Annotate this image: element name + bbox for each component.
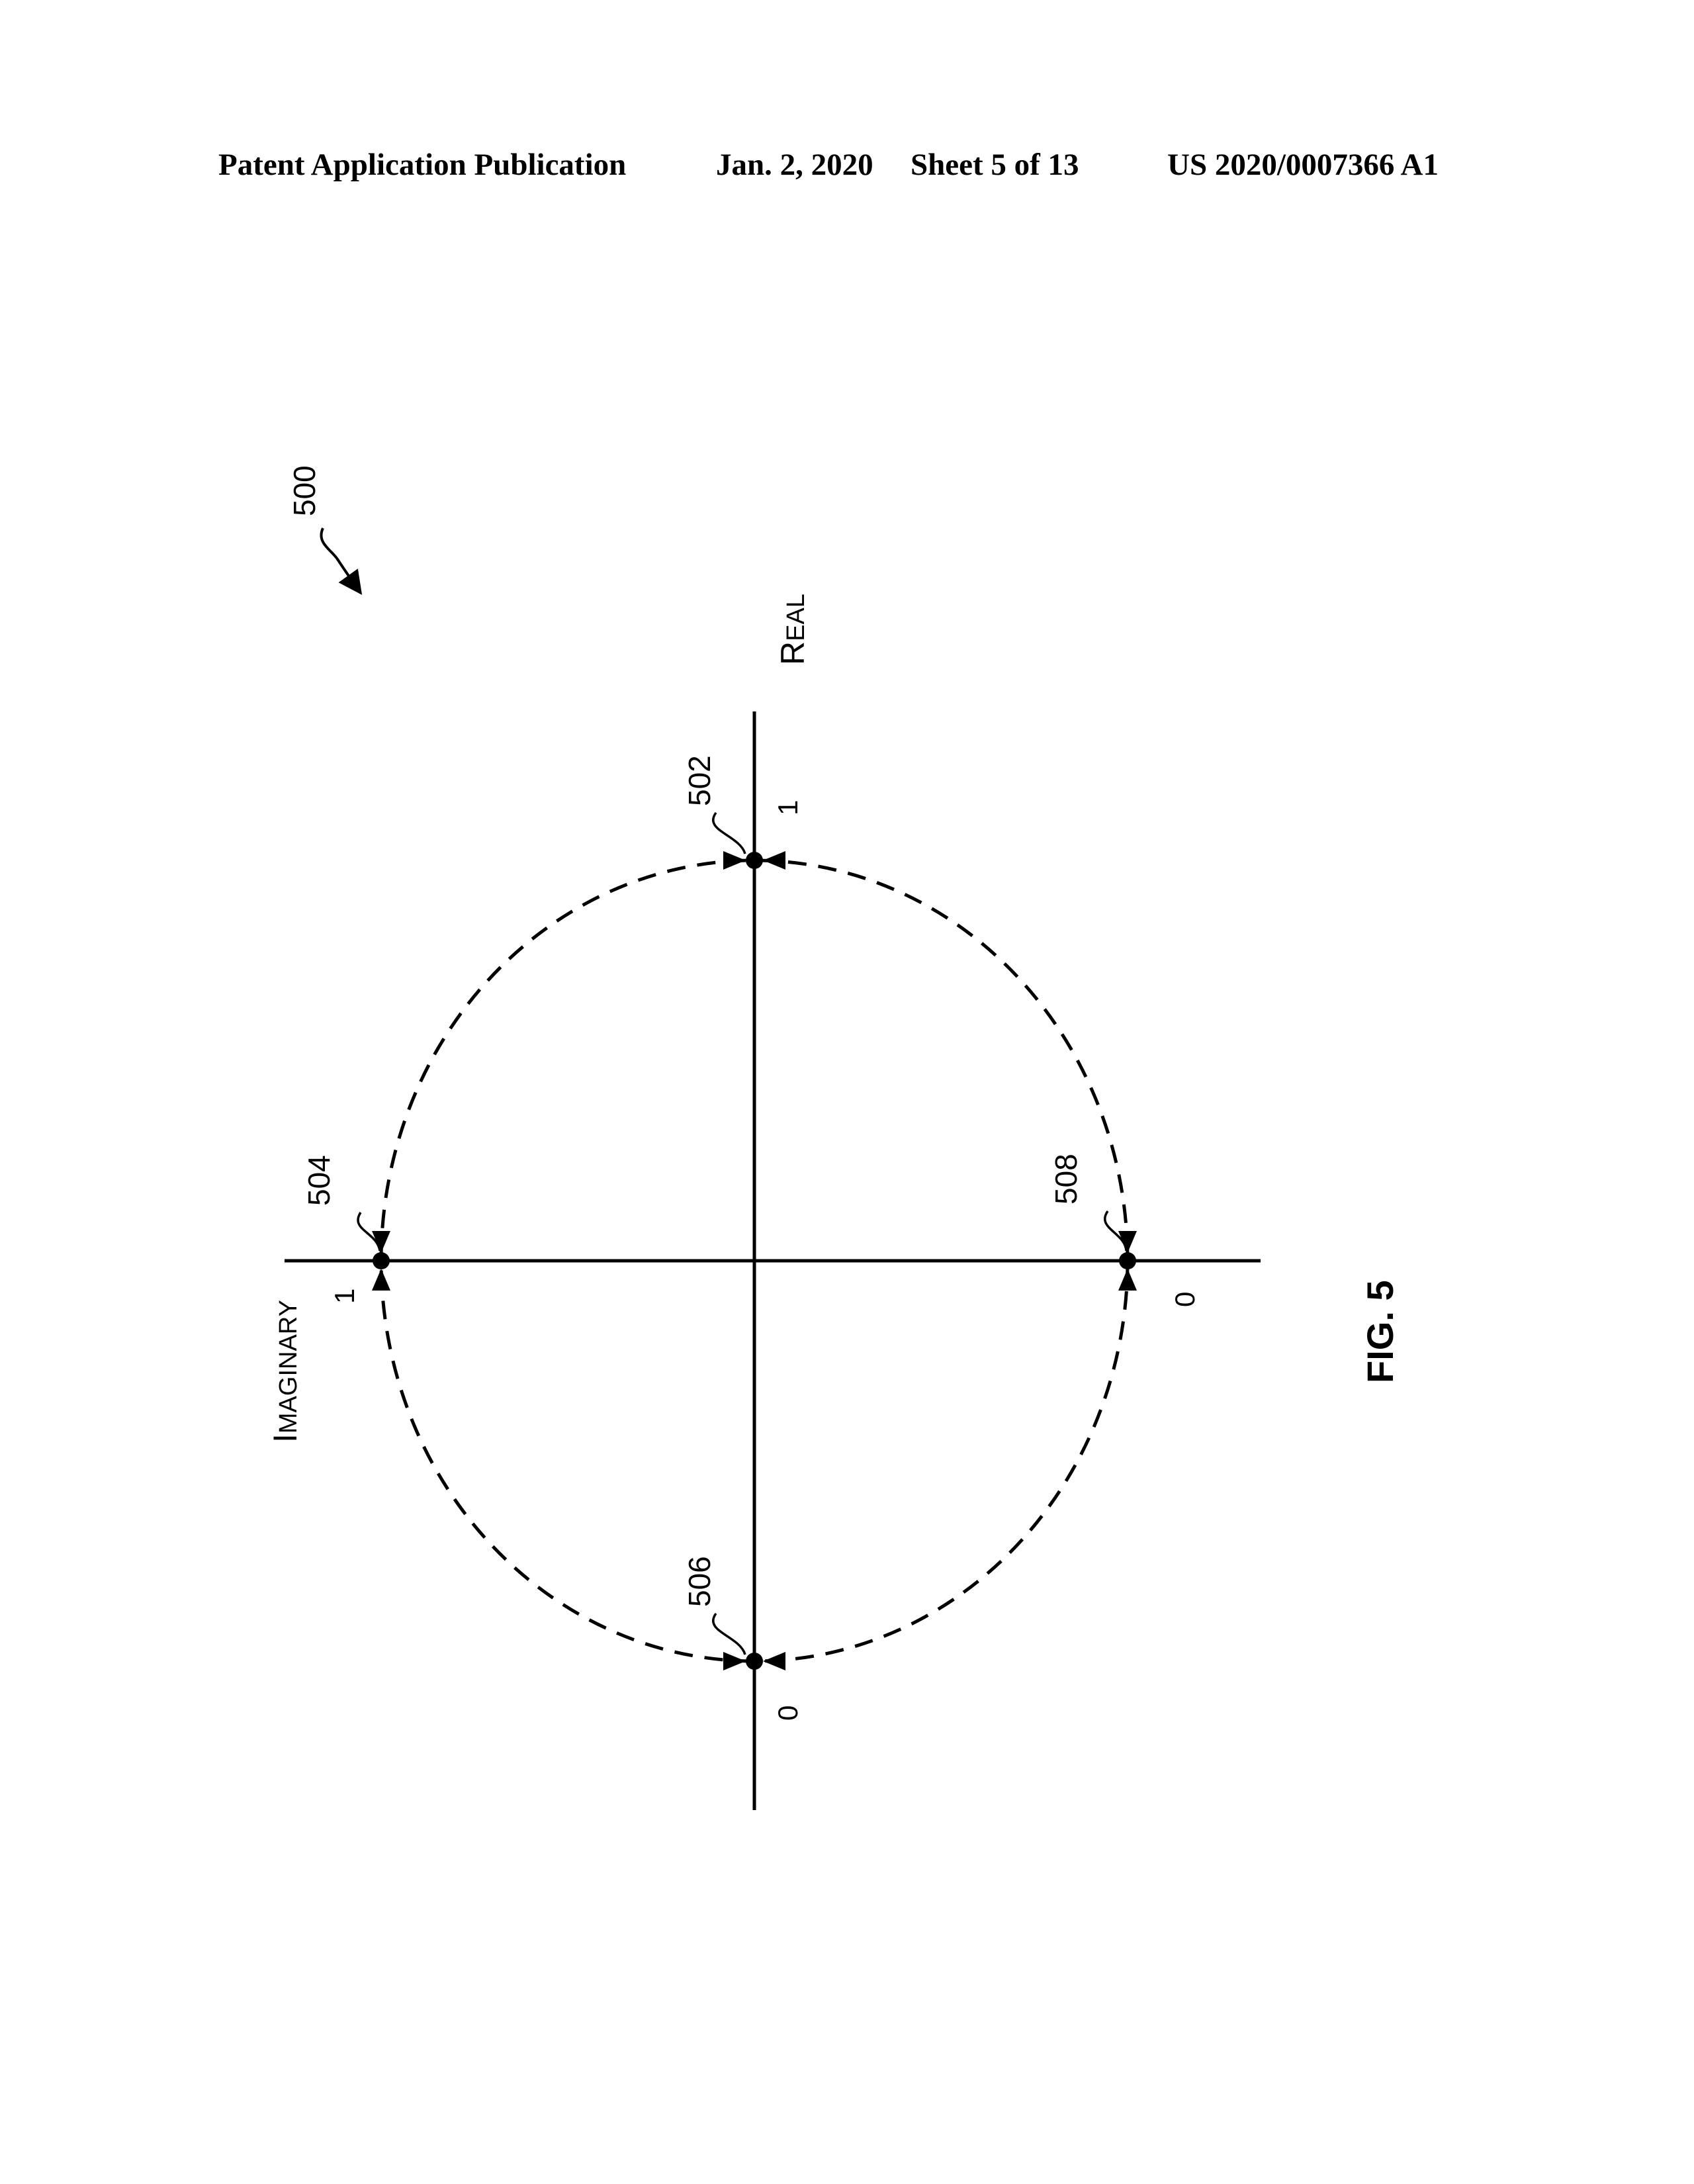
- point-dot: [373, 1252, 390, 1269]
- arrowhead: [763, 1652, 785, 1670]
- arrowhead: [723, 1652, 746, 1670]
- tick-imag-zero: 0: [1169, 1292, 1200, 1307]
- point-dot: [746, 1653, 763, 1670]
- tick-real-one: 1: [772, 800, 803, 815]
- arrowhead: [372, 1269, 390, 1291]
- point-502: 502: [682, 755, 785, 870]
- point-506-label: 506: [682, 1556, 717, 1607]
- sheet-number: Sheet 5 of 13: [911, 148, 1079, 182]
- point-506: 506: [682, 1556, 785, 1670]
- leader-line: [712, 1612, 746, 1655]
- page-header: Patent Application Publication Jan. 2, 2…: [0, 147, 1694, 187]
- publication-label: Patent Application Publication: [218, 148, 627, 182]
- point-508: 508: [1049, 1154, 1137, 1291]
- publication-date: Jan. 2, 2020: [716, 148, 873, 182]
- arrowhead: [1118, 1269, 1137, 1291]
- figure-ref-label: 500: [287, 465, 322, 516]
- point-508-label: 508: [1049, 1154, 1083, 1205]
- leader-line: [1103, 1210, 1128, 1251]
- arrowhead: [372, 1231, 390, 1253]
- arrowhead: [1118, 1231, 1137, 1253]
- figure-ref-arrow: [320, 527, 363, 595]
- patent-number: US 2020/0007366 A1: [1167, 148, 1439, 182]
- tick-real-zero: 0: [772, 1706, 803, 1721]
- real-axis-label: REAL: [774, 594, 811, 665]
- point-502-label: 502: [682, 755, 717, 806]
- figure-caption: FIG. 5: [1359, 1280, 1401, 1383]
- arrowhead: [763, 851, 785, 870]
- leader-line: [357, 1212, 381, 1251]
- point-504: 504: [302, 1155, 390, 1291]
- point-dot: [1119, 1252, 1136, 1269]
- point-dot: [746, 852, 763, 869]
- arrowhead: [723, 851, 746, 870]
- imaginary-axis-label: IMAGINARY: [267, 1300, 304, 1443]
- point-504-label: 504: [302, 1155, 336, 1206]
- leader-line: [712, 811, 746, 854]
- tick-imag-one: 1: [329, 1289, 360, 1304]
